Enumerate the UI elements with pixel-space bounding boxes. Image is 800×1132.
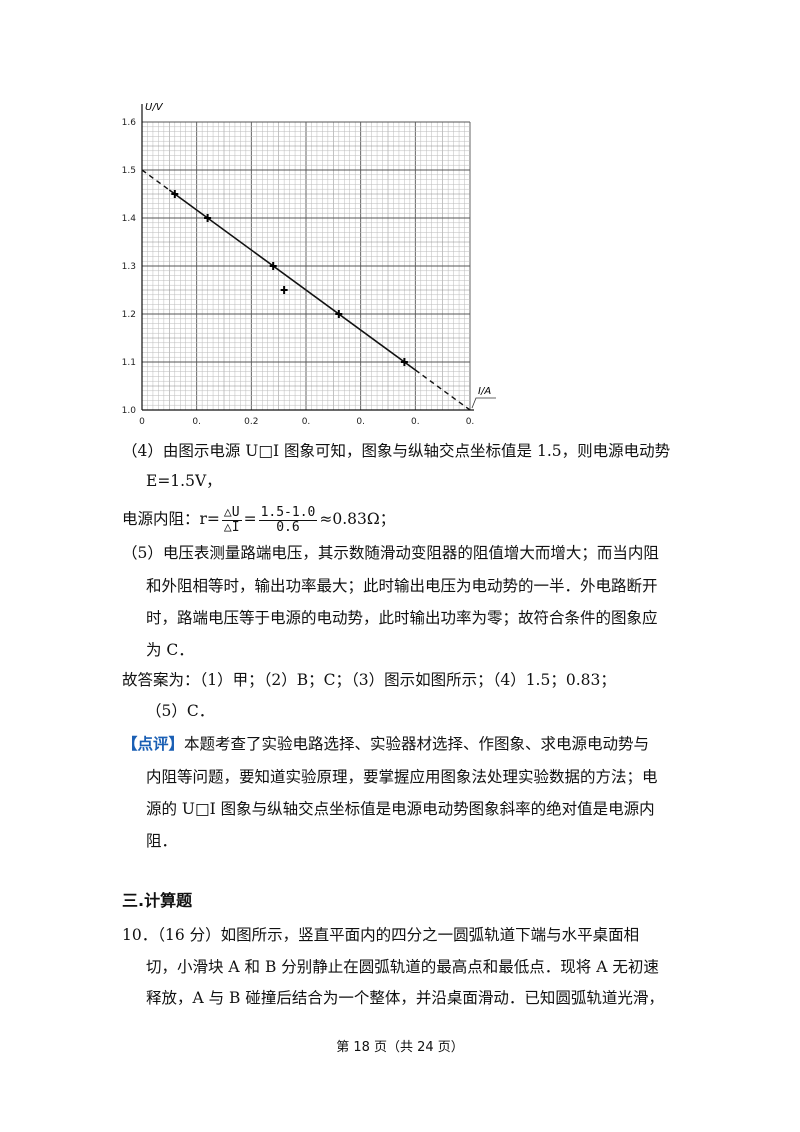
fraction-values: 1.5-1.0 0.6: [258, 504, 318, 535]
y-tick-label: 1.5: [122, 166, 136, 176]
q10-line2: 切，小滑块 A 和 B 分别静止在圆弧轨道的最高点和最低点．现将 A 无初速: [146, 958, 659, 976]
p4-line2: E=1.5V，: [146, 472, 222, 490]
comment-line4: 阻．: [146, 832, 178, 850]
data-point: [400, 358, 408, 366]
y-tick-label: 1.6: [122, 118, 137, 128]
fit-line-solid: [168, 189, 416, 371]
comment-line3: 源的 U□I 图象与纵轴交点坐标值是电源电动势图象斜率的绝对值是电源内: [146, 800, 655, 818]
data-points: [171, 190, 408, 366]
p4-r-formula: 电源内阻：r= △U △I = 1.5-1.0 0.6 ≈0.83Ω；: [122, 504, 395, 535]
fraction-delta-num: △U: [221, 504, 242, 521]
comment-line2: 内阻等问题，要知道实验原理，要掌握应用图象法处理实验数据的方法；电: [146, 768, 658, 786]
x-tick-label: 0.: [466, 417, 475, 426]
page-footer: 第 18 页（共 24 页）: [336, 1040, 464, 1055]
p5-line3: 时，路端电压等于电源的电动势，此时输出功率为零；故符合条件的图象应: [146, 609, 658, 627]
p5-line2: 和外阻相等时，输出功率最大；此时输出电压为电动势的一半．外电路断开: [146, 577, 658, 595]
fit-line-dashed-right: [414, 369, 471, 411]
x-axis-label: I/A: [478, 386, 491, 397]
fraction-values-den: 0.6: [276, 519, 300, 535]
data-point: [335, 310, 343, 318]
section-title: 三.计算题: [122, 891, 193, 910]
fraction-delta-den: △I: [223, 519, 240, 535]
p5-line4: 为 C．: [146, 641, 194, 659]
comment-line1-text: 本题考查了实验电路选择、实验器材选择、作图象、求电源电动势与: [184, 735, 650, 753]
p4-line1: （4）由图示电源 U□I 图象可知，图象与纵轴交点坐标值是 1.5，则电源电动势: [122, 442, 671, 460]
comment-tag: 【点评】: [122, 734, 185, 753]
fraction-values-num: 1.5-1.0: [258, 504, 318, 521]
chart-grid: [141, 121, 471, 411]
answer-line2: （5）C．: [146, 702, 215, 720]
y-tick-label: 1.3: [122, 262, 136, 272]
answer-line1: 故答案为：（1）甲；（2）B；C；（3）图示如图所示；（4）1.5；0.83；: [122, 671, 616, 689]
data-point: [280, 286, 288, 294]
fit-line-dashed-left: [141, 169, 170, 191]
fraction-delta: △U △I: [221, 504, 242, 535]
y-tick-label: 1.2: [122, 310, 136, 320]
x-tick-label: 0: [139, 417, 145, 426]
y-tick-label: 1.1: [122, 358, 136, 368]
data-point: [204, 214, 212, 222]
q10-line1: 10．（16 分）如图所示，竖直平面内的四分之一圆弧轨道下端与水平桌面相: [122, 926, 640, 944]
data-point: [171, 190, 179, 198]
x-tick-label: 0.: [356, 417, 365, 426]
y-tick-label: 1.4: [122, 214, 137, 224]
u-i-chart: 1.01.11.21.31.41.51.60 0. 0.2 0. 0. 0. 0. U/V …: [122, 102, 496, 426]
comment-line1: 【点评】本题考查了实验电路选择、实验器材选择、作图象、求电源电动势与: [122, 733, 649, 755]
data-point: [269, 262, 277, 270]
chart-ticks: 1.0 1.1 1.2 1.3 1.4 1.5 1.6 0 0. 0.2 0. 0. 0. 0.: [122, 118, 475, 426]
p5-line1: （5）电压表测量路端电压，其示数随滑动变阻器的阻值增大而增大；而当内阻: [122, 544, 659, 562]
x-tick-label: 0.2: [244, 417, 258, 426]
x-tick-label: 0.: [411, 417, 420, 426]
chart-axes: [141, 104, 474, 411]
r-result: ≈0.83Ω；: [319, 510, 396, 528]
x-axis-label-arrow: [471, 397, 496, 409]
x-tick-label: 0.: [192, 417, 201, 426]
x-tick-label: 0.: [302, 417, 311, 426]
r-equals: =: [243, 510, 257, 528]
q10-line3: 释放，A 与 B 碰撞后结合为一个整体，并沿桌面滑动．已知圆弧轨道光滑，: [146, 989, 664, 1007]
y-tick-label: 1.0: [122, 406, 137, 416]
r-prefix: 电源内阻：r=: [122, 510, 220, 528]
y-axis-label: U/V: [145, 102, 164, 113]
